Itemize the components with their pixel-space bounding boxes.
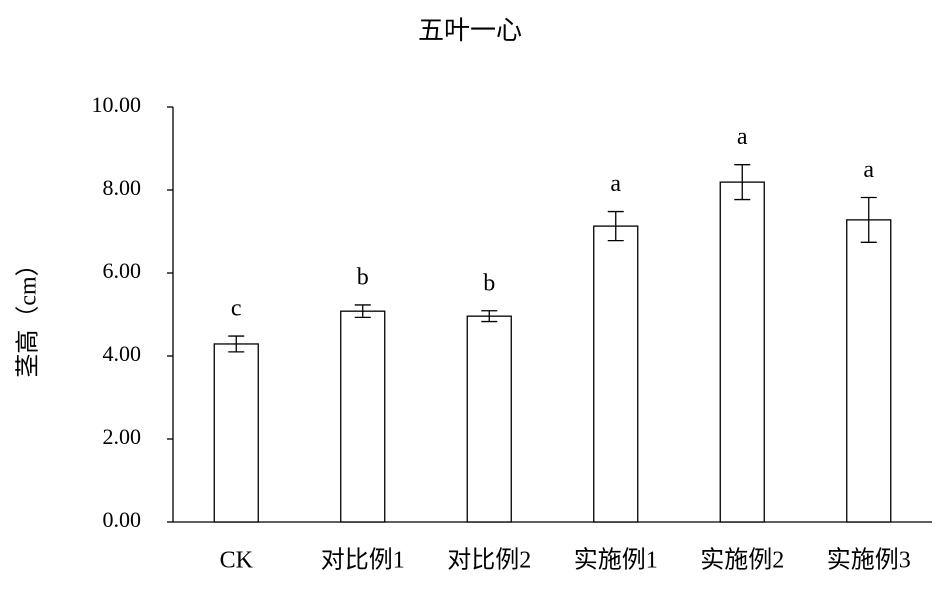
significance-label: a xyxy=(863,157,874,183)
x-tick-label: 实施例2 xyxy=(700,547,784,574)
y-tick-label: 8.00 xyxy=(103,175,142,200)
significance-label: b xyxy=(357,264,369,290)
error-bar xyxy=(734,164,751,201)
x-tick-label: 对比例1 xyxy=(321,547,405,574)
significance-label: a xyxy=(737,124,748,150)
y-tick-label: 6.00 xyxy=(103,258,142,283)
x-tick-label: CK xyxy=(220,548,254,574)
bar xyxy=(719,181,765,523)
bar xyxy=(846,219,892,523)
bar xyxy=(466,315,512,523)
chart-title: 五叶一心 xyxy=(418,16,522,45)
error-bar xyxy=(607,210,624,242)
significance-label: a xyxy=(610,171,621,197)
x-tick-label: 对比例2 xyxy=(447,547,531,574)
x-tick-label: 实施例3 xyxy=(827,547,911,574)
bar xyxy=(340,310,386,523)
significance-label: c xyxy=(231,296,242,322)
error-bar xyxy=(228,335,245,353)
error-bar xyxy=(481,310,498,323)
y-tick-label: 0.00 xyxy=(103,507,142,532)
bar xyxy=(593,225,639,523)
error-bar xyxy=(860,196,877,243)
y-tick-label: 2.00 xyxy=(103,424,142,449)
bar xyxy=(213,343,259,523)
y-axis-label: 茎高（cm） xyxy=(15,252,42,377)
y-tick-label: 10.00 xyxy=(92,92,142,117)
significance-label: b xyxy=(483,270,495,296)
y-tick-label: 4.00 xyxy=(103,341,142,366)
x-tick-label: 实施例1 xyxy=(574,547,658,574)
error-bar xyxy=(354,304,371,319)
